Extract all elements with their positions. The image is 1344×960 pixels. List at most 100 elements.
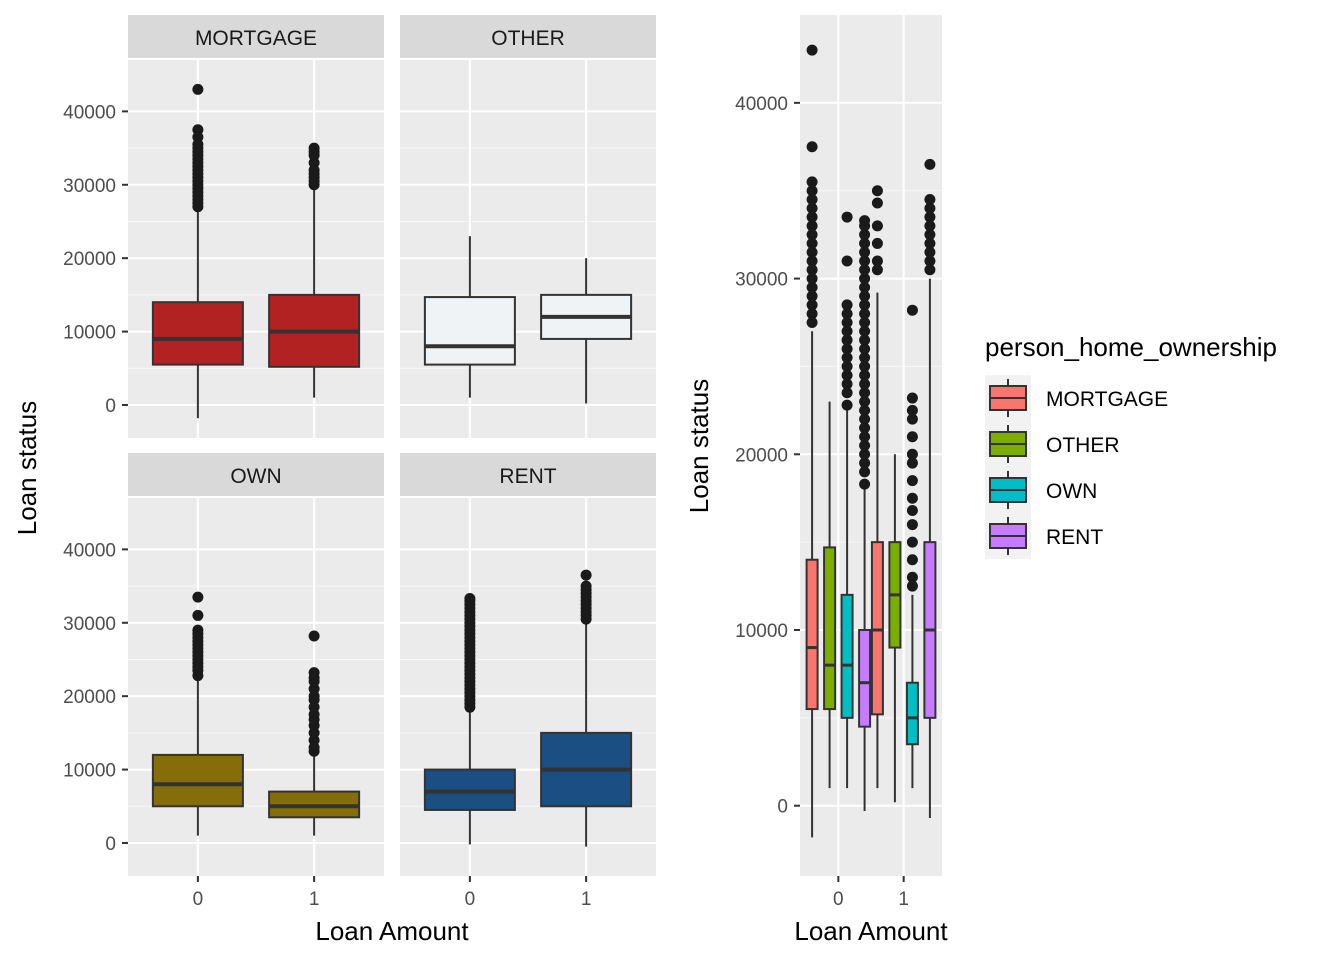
x-tick-label: 1 <box>309 889 320 910</box>
outlier-point <box>859 264 871 276</box>
box-mortgage-0 <box>805 44 819 838</box>
outlier-point <box>859 396 871 408</box>
box-rent-1 <box>540 569 633 847</box>
outlier-point <box>859 273 871 285</box>
outlier-point <box>906 457 918 469</box>
outlier-point <box>924 229 936 241</box>
outlier-point <box>859 334 871 346</box>
y-tick-label: 0 <box>105 834 116 855</box>
series-own <box>840 211 919 789</box>
series-other <box>823 401 902 803</box>
x-axis-title: Loan Amount <box>315 916 469 946</box>
outlier-point <box>841 317 853 328</box>
legend-label: RENT <box>1046 526 1103 549</box>
outlier-point <box>859 378 871 390</box>
outlier-point <box>806 246 818 258</box>
outlier-point <box>859 457 871 469</box>
outlier-point <box>906 431 918 443</box>
x-tick-label: 0 <box>465 889 476 910</box>
box-rent-1 <box>923 158 937 819</box>
y-tick-label: 10000 <box>63 761 116 782</box>
outlier-point <box>906 580 918 592</box>
facet-panel-mortgage: MORTGAGE 0 10000 20000 30000 40000 <box>63 15 384 438</box>
outlier-point <box>859 431 871 443</box>
facet-panel-own: OWN 0 10000 20000 30000 40000 0 1 <box>63 453 384 910</box>
outlier-point <box>859 413 871 425</box>
facet-strip-label: OWN <box>230 465 281 488</box>
outlier-point <box>859 360 871 372</box>
outlier-point <box>924 237 936 249</box>
outlier-point <box>871 220 883 232</box>
outlier-point <box>859 281 871 293</box>
outlier-point <box>806 229 818 241</box>
box-other-0 <box>423 236 516 398</box>
outlier-point <box>192 609 204 621</box>
outlier-point <box>906 505 918 517</box>
box-body <box>151 753 244 808</box>
outlier-point <box>580 580 592 592</box>
outlier-point <box>841 352 853 364</box>
x-axis-title: Loan Amount <box>794 916 948 946</box>
outlier-point <box>924 202 936 214</box>
outlier-point <box>924 158 936 170</box>
facet-strip-label: RENT <box>499 465 556 488</box>
outlier-point <box>859 466 871 478</box>
y-tick-label: 40000 <box>63 540 116 561</box>
outlier-point <box>192 83 204 95</box>
outlier-point <box>841 387 853 399</box>
y-tick-label: 20000 <box>63 249 116 270</box>
legend-label: OWN <box>1046 480 1097 503</box>
outlier-point <box>859 317 871 328</box>
outlier-point <box>841 343 853 355</box>
outlier-point <box>806 264 818 276</box>
legend: person_home_ownership MORTGAGE OTHER OWN REN… <box>985 332 1277 559</box>
series-rent <box>858 158 937 819</box>
box-other-0 <box>823 401 837 789</box>
y-tick-label: 30000 <box>63 176 116 197</box>
outlier-point <box>859 448 871 460</box>
x-tick-label: 0 <box>833 889 844 910</box>
outlier-point <box>906 413 918 425</box>
legend-label: MORTGAGE <box>1046 388 1168 411</box>
panel-background <box>128 498 384 876</box>
box-body <box>423 296 516 366</box>
outlier-point <box>859 246 871 258</box>
box-mortgage-1 <box>268 142 361 398</box>
outlier-point <box>859 229 871 241</box>
box-own-1 <box>905 304 919 789</box>
panel-background <box>128 60 384 438</box>
box-body <box>870 541 884 716</box>
legend-item-other: OTHER <box>985 421 1120 467</box>
legend-label: OTHER <box>1046 434 1120 457</box>
outlier-point <box>924 211 936 223</box>
outlier-point <box>841 378 853 390</box>
facet-panel-other: OTHER <box>400 15 656 438</box>
y-tick-label: 40000 <box>735 94 788 115</box>
box-own-0 <box>840 211 854 789</box>
outlier-point <box>859 422 871 434</box>
box-body <box>858 629 872 728</box>
facet-strip-label: OTHER <box>491 27 565 50</box>
box-body <box>905 681 919 746</box>
box-own-1 <box>268 630 361 836</box>
outlier-point <box>308 630 320 642</box>
x-tick-label: 0 <box>193 889 204 910</box>
box-body <box>151 301 244 366</box>
outlier-point <box>871 255 883 267</box>
outlier-point <box>859 215 871 227</box>
facet-strip <box>128 15 384 58</box>
outlier-point <box>871 237 883 249</box>
outlier-point <box>871 264 883 276</box>
outlier-point <box>906 492 918 504</box>
box-mortgage-0 <box>151 83 244 419</box>
outlier-point <box>859 237 871 249</box>
outlier-point <box>906 571 918 583</box>
box-other-1 <box>540 258 633 404</box>
facet-strip-label: MORTGAGE <box>195 27 317 50</box>
series-mortgage <box>805 44 884 838</box>
y-tick-label: 40000 <box>63 102 116 123</box>
outlier-point <box>806 176 818 188</box>
outlier-point <box>308 142 320 154</box>
x-tick-label: 1 <box>581 889 592 910</box>
